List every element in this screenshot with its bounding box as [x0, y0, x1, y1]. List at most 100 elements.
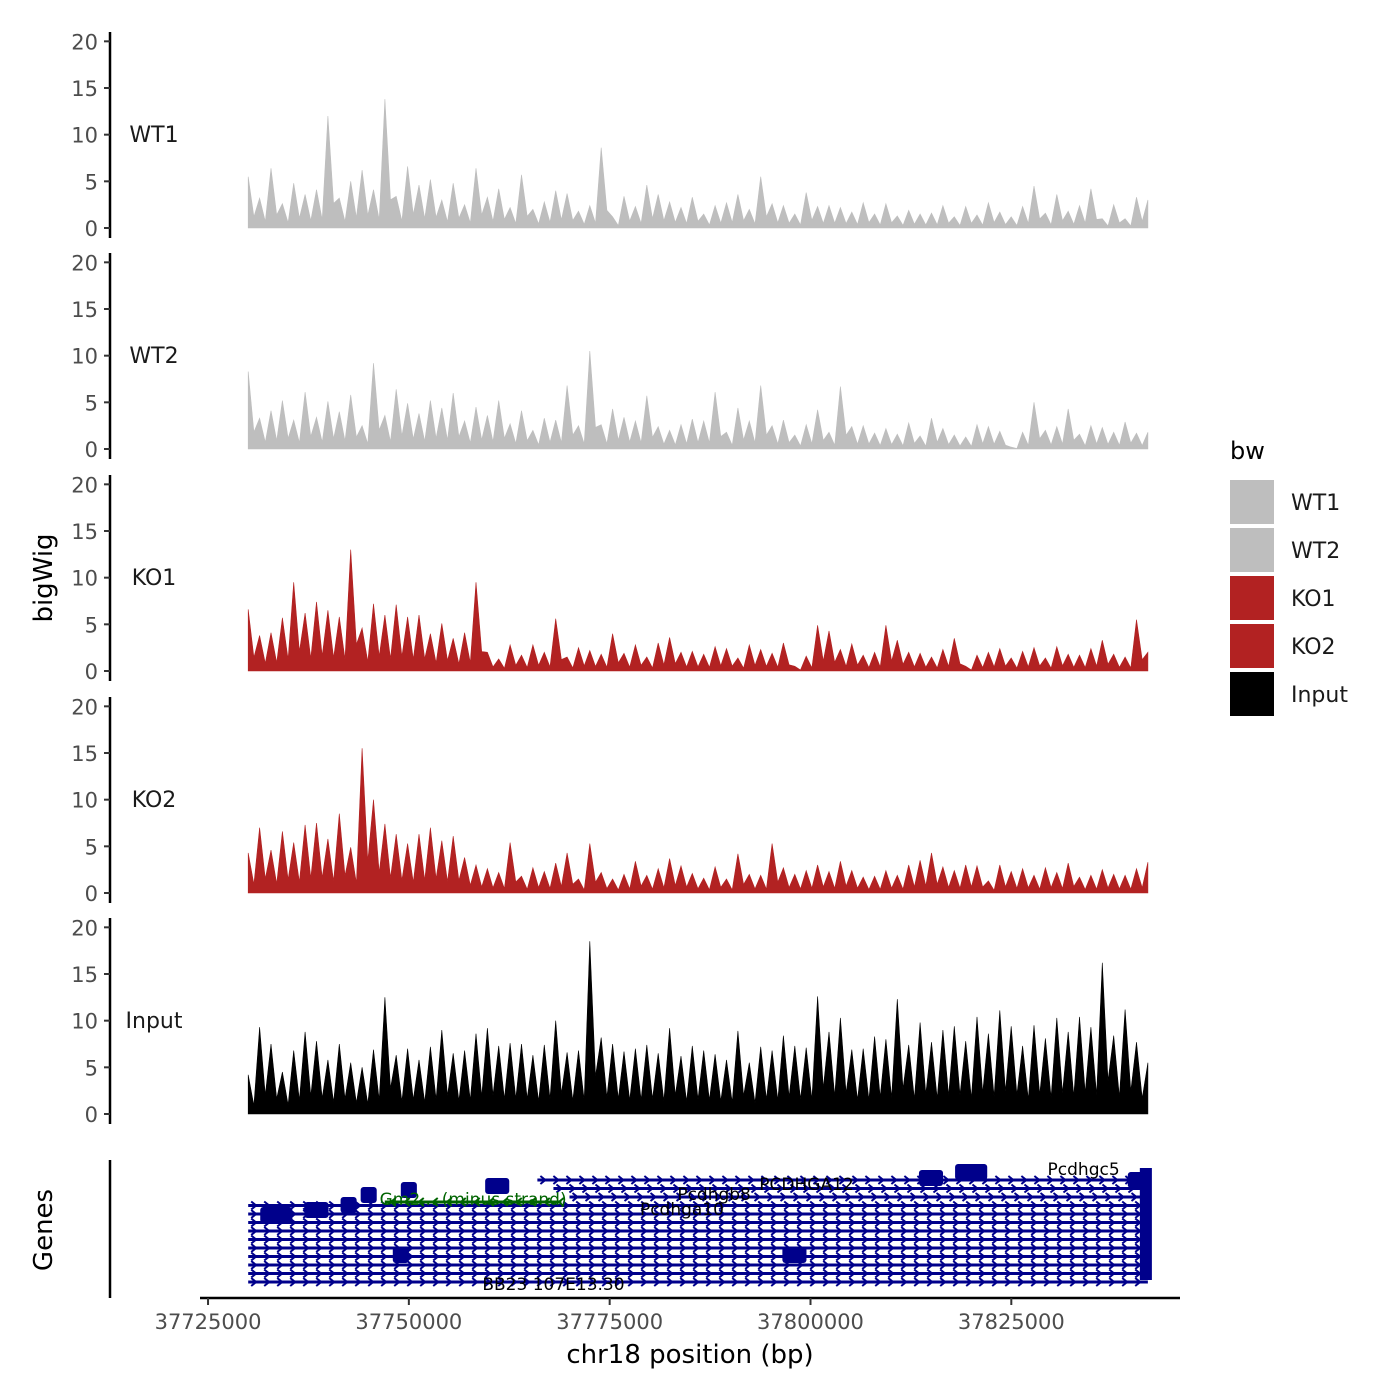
strand-arrow	[653, 1268, 661, 1279]
strand-arrow	[896, 1192, 905, 1202]
strand-arrow	[731, 1243, 739, 1253]
strand-arrow	[1082, 1234, 1090, 1245]
strand-arrow	[987, 1192, 996, 1202]
strand-arrow	[848, 1243, 856, 1253]
coverage-area-ko1	[247, 549, 1149, 672]
strand-arrow	[952, 1251, 960, 1262]
strand-arrow	[1004, 1226, 1012, 1236]
strand-arrow	[1082, 1209, 1090, 1219]
strand-arrow	[471, 1260, 479, 1270]
strand-arrow	[471, 1209, 479, 1219]
strand-arrow	[867, 1183, 876, 1194]
legend-label-wt2: WT2	[1291, 539, 1340, 564]
strand-arrow	[958, 1183, 967, 1194]
strand-arrow	[380, 1243, 388, 1253]
strand-arrow	[679, 1217, 687, 1228]
strand-arrow	[718, 1234, 726, 1245]
strand-arrow	[750, 1183, 759, 1194]
strand-arrow	[263, 1260, 271, 1270]
strand-arrow	[367, 1234, 375, 1245]
strand-arrow	[692, 1268, 700, 1279]
strand-arrow	[952, 1277, 960, 1287]
strand-arrow	[445, 1197, 453, 1207]
panel-ko1: 0 5 10 15 20 KO1	[71, 473, 1149, 684]
strand-arrow	[809, 1226, 817, 1236]
strand-arrow	[753, 1192, 762, 1202]
strand-arrow	[562, 1251, 570, 1262]
strand-arrow	[809, 1277, 817, 1287]
strand-arrow	[679, 1209, 687, 1219]
strand-arrow	[1075, 1183, 1084, 1194]
strand-arrow	[887, 1268, 895, 1279]
strand-arrow	[607, 1183, 616, 1194]
strand-arrow	[1108, 1209, 1116, 1219]
strand-arrow	[887, 1234, 895, 1245]
strand-arrow	[328, 1243, 336, 1253]
strand-arrow	[471, 1251, 479, 1262]
strand-arrow	[731, 1234, 739, 1245]
strand-arrow	[1056, 1243, 1064, 1253]
strand-arrow	[965, 1243, 973, 1253]
strand-arrow	[601, 1217, 609, 1228]
strand-arrow	[1010, 1183, 1019, 1194]
strand-arrow	[939, 1209, 947, 1219]
strand-arrow	[1017, 1251, 1025, 1262]
strand-arrow	[1017, 1277, 1025, 1287]
strand-arrow	[536, 1251, 544, 1262]
gene-label: Pcdhgb8	[677, 1185, 751, 1205]
strand-arrow	[978, 1226, 986, 1236]
strand-arrow	[640, 1277, 648, 1287]
strand-arrow	[779, 1192, 788, 1202]
strand-arrow	[614, 1251, 622, 1262]
strand-arrow	[575, 1234, 583, 1245]
strand-arrow	[289, 1243, 297, 1253]
strand-arrow	[354, 1277, 362, 1287]
strand-arrow	[770, 1251, 778, 1262]
strand-arrow	[701, 1192, 710, 1202]
strand-arrow	[1043, 1217, 1051, 1228]
strand-arrow	[575, 1268, 583, 1279]
strand-arrow	[770, 1217, 778, 1228]
strand-arrow	[887, 1251, 895, 1262]
strand-arrow	[315, 1234, 323, 1245]
strand-arrow	[1056, 1217, 1064, 1228]
strand-arrow	[877, 1175, 885, 1185]
strand-arrow	[1091, 1192, 1100, 1202]
strand-arrow	[315, 1226, 323, 1236]
strand-arrow	[887, 1260, 895, 1270]
strand-arrow	[952, 1234, 960, 1245]
strand-arrow	[822, 1277, 830, 1287]
x-tick-label: 37825000	[958, 1310, 1065, 1334]
strand-arrow	[549, 1217, 557, 1228]
strand-arrow	[406, 1268, 414, 1279]
strand-arrow	[588, 1251, 596, 1262]
strand-arrow	[315, 1251, 323, 1262]
strand-arrow	[549, 1268, 557, 1279]
strand-arrow	[341, 1277, 349, 1287]
x-axis-title: chr18 position (bp)	[566, 1340, 813, 1370]
strand-arrow	[757, 1217, 765, 1228]
exon-block	[485, 1178, 510, 1194]
y-tick-label: 20	[71, 30, 98, 54]
strand-arrow	[757, 1251, 765, 1262]
strand-arrow	[692, 1226, 700, 1236]
strand-arrow	[718, 1200, 726, 1211]
strand-arrow	[809, 1251, 817, 1262]
strand-arrow	[588, 1234, 596, 1245]
exon-block	[260, 1207, 293, 1223]
strand-arrow	[978, 1251, 986, 1262]
strand-arrow	[744, 1268, 752, 1279]
strand-arrow	[874, 1260, 882, 1270]
strand-arrow	[942, 1175, 950, 1185]
strand-arrow	[1069, 1200, 1077, 1211]
strand-arrow	[510, 1217, 518, 1228]
strand-arrow	[1000, 1192, 1009, 1202]
strand-arrow	[549, 1243, 557, 1253]
coverage-area-wt2	[247, 350, 1149, 450]
y-tick-label: 20	[71, 695, 98, 719]
strand-arrow	[536, 1217, 544, 1228]
strand-arrow	[328, 1277, 336, 1287]
strand-arrow	[640, 1260, 648, 1270]
strand-arrow	[1082, 1268, 1090, 1279]
strand-arrow	[1098, 1175, 1106, 1185]
